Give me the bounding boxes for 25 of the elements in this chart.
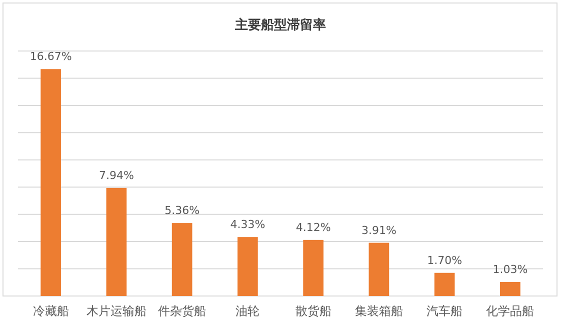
x-tick-label: 木片运输船 xyxy=(86,304,146,318)
data-label: 7.94% xyxy=(98,168,134,182)
chart-title: 主要船型滞留率 xyxy=(234,17,326,33)
x-tick-label: 化学品船 xyxy=(486,304,534,318)
bar xyxy=(368,242,390,296)
data-label: 4.33% xyxy=(230,218,266,232)
bar xyxy=(238,237,258,296)
bar xyxy=(172,223,192,296)
data-label: 5.36% xyxy=(164,204,200,218)
x-tick-label: 汽车船 xyxy=(426,304,463,318)
data-label: 1.03% xyxy=(492,262,528,276)
x-tick-label: 油轮 xyxy=(236,304,260,318)
data-label: 3.91% xyxy=(361,224,396,237)
x-tick-label: 冷藏船 xyxy=(32,304,69,318)
bar xyxy=(106,188,127,296)
bar xyxy=(434,272,455,296)
bar xyxy=(500,282,520,296)
data-label: 4.12% xyxy=(296,220,331,234)
bar xyxy=(40,69,61,296)
x-tick-label: 散货船 xyxy=(295,304,332,318)
data-label: 16.67% xyxy=(30,50,72,64)
x-tick-label: 件杂货船 xyxy=(158,304,206,318)
x-tick-label: 集装箱船 xyxy=(354,304,403,318)
data-label: 1.70% xyxy=(427,254,462,267)
bar xyxy=(303,240,324,296)
